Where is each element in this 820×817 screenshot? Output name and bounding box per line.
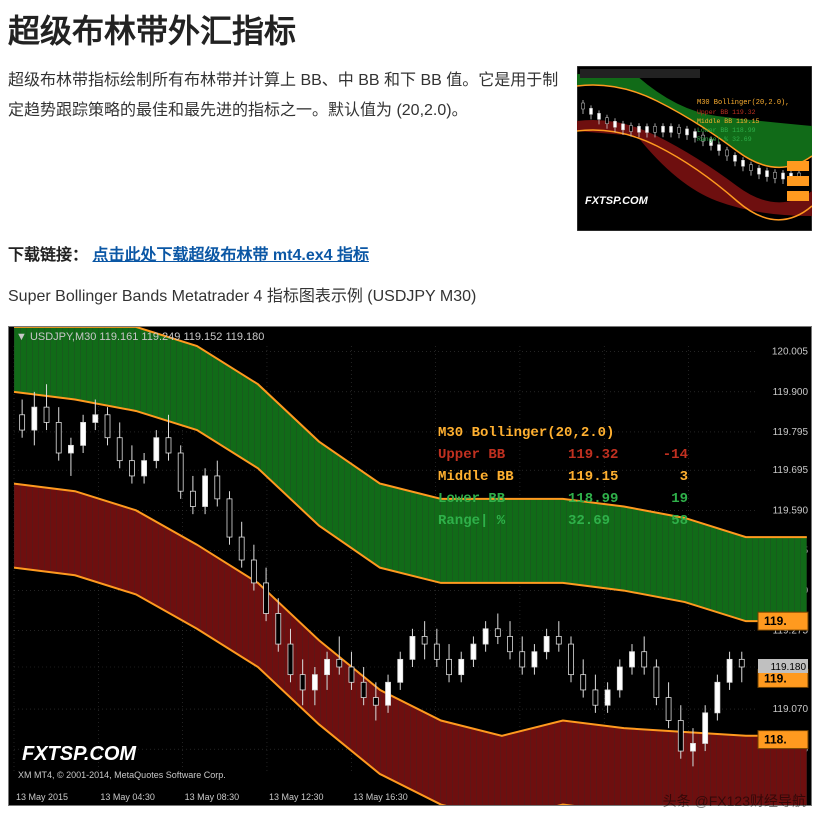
svg-text:FXTSP.COM: FXTSP.COM [585, 195, 649, 207]
svg-text:FXTSP.COM: FXTSP.COM [22, 743, 137, 765]
svg-text:Range| % 32.69: Range| % 32.69 [697, 136, 752, 143]
svg-text:118.: 118. [764, 732, 787, 746]
svg-text:118.99: 118.99 [568, 491, 618, 507]
svg-text:13 May 16:30: 13 May 16:30 [353, 792, 408, 802]
svg-text:119.180: 119.180 [771, 662, 807, 673]
svg-text:119.795: 119.795 [773, 427, 809, 438]
chart-caption: Super Bollinger Bands Metatrader 4 指标图表示… [8, 283, 812, 312]
svg-text:119.695: 119.695 [773, 465, 809, 476]
svg-text:13 May 2015: 13 May 2015 [16, 792, 68, 802]
intro-text: 超级布林带指标绘制所有布林带并计算上 BB、中 BB 和下 BB 值。它是用于制… [8, 66, 563, 231]
svg-text:Upper BB 119.32: Upper BB 119.32 [697, 109, 756, 116]
svg-text:▼ USDJPY,M30 119.161 119.249: ▼ USDJPY,M30 119.161 119.249 119.152 119… [16, 331, 264, 343]
svg-text:13 May 08:30: 13 May 08:30 [185, 792, 240, 802]
svg-text:Range| %: Range| % [438, 513, 506, 529]
svg-text:13 May 04:30: 13 May 04:30 [100, 792, 155, 802]
footer-watermark: 头条 @FX123财经导航 [663, 791, 806, 811]
main-chart: 120.005119.900119.795119.695119.590119.4… [8, 326, 812, 806]
svg-text:13 May 12:30: 13 May 12:30 [269, 792, 324, 802]
svg-text:Upper BB: Upper BB [438, 447, 506, 463]
download-link[interactable]: 点击此处下载超级布林带 mt4.ex4 指标 [92, 247, 369, 264]
svg-text:-14: -14 [663, 447, 688, 463]
svg-text:Middle BB: Middle BB [438, 469, 514, 485]
svg-text:119.590: 119.590 [773, 505, 809, 516]
svg-text:XM MT4, © 2001-2014, MetaQuote: XM MT4, © 2001-2014, MetaQuotes Software… [18, 770, 226, 780]
svg-text:19: 19 [671, 491, 688, 507]
svg-text:Lower BB 118.99: Lower BB 118.99 [697, 127, 756, 134]
svg-text:119.: 119. [764, 614, 787, 628]
svg-text:120.005: 120.005 [772, 347, 809, 358]
svg-text:119.: 119. [764, 671, 787, 685]
svg-text:119.32: 119.32 [568, 447, 618, 463]
svg-text:119.15: 119.15 [568, 469, 618, 485]
svg-text:M30 Bollinger(20,2.0),: M30 Bollinger(20,2.0), [697, 99, 789, 107]
svg-text:Middle BB 119.15: Middle BB 119.15 [697, 118, 760, 125]
article-root: 超级布林带外汇指标 超级布林带指标绘制所有布林带并计算上 BB、中 BB 和下 … [0, 0, 820, 817]
svg-text:Lower BB: Lower BB [438, 491, 506, 507]
svg-text:3: 3 [680, 469, 688, 485]
svg-text:M30 Bollinger(20,2.0): M30 Bollinger(20,2.0) [438, 425, 614, 441]
svg-text:119.900: 119.900 [773, 387, 809, 398]
svg-text:58: 58 [671, 513, 688, 529]
thumbnail-chart: M30 Bollinger(20,2.0), Upper BB 119.32 Mid… [577, 66, 812, 231]
svg-text:119.070: 119.070 [773, 704, 809, 715]
download-row: 下载链接： 点击此处下载超级布林带 mt4.ex4 指标 [8, 241, 812, 265]
svg-text:32.69: 32.69 [568, 513, 610, 529]
page-title: 超级布林带外汇指标 [8, 6, 812, 52]
download-label: 下载链接： [8, 247, 88, 264]
intro-row: 超级布林带指标绘制所有布林带并计算上 BB、中 BB 和下 BB 值。它是用于制… [8, 66, 812, 231]
